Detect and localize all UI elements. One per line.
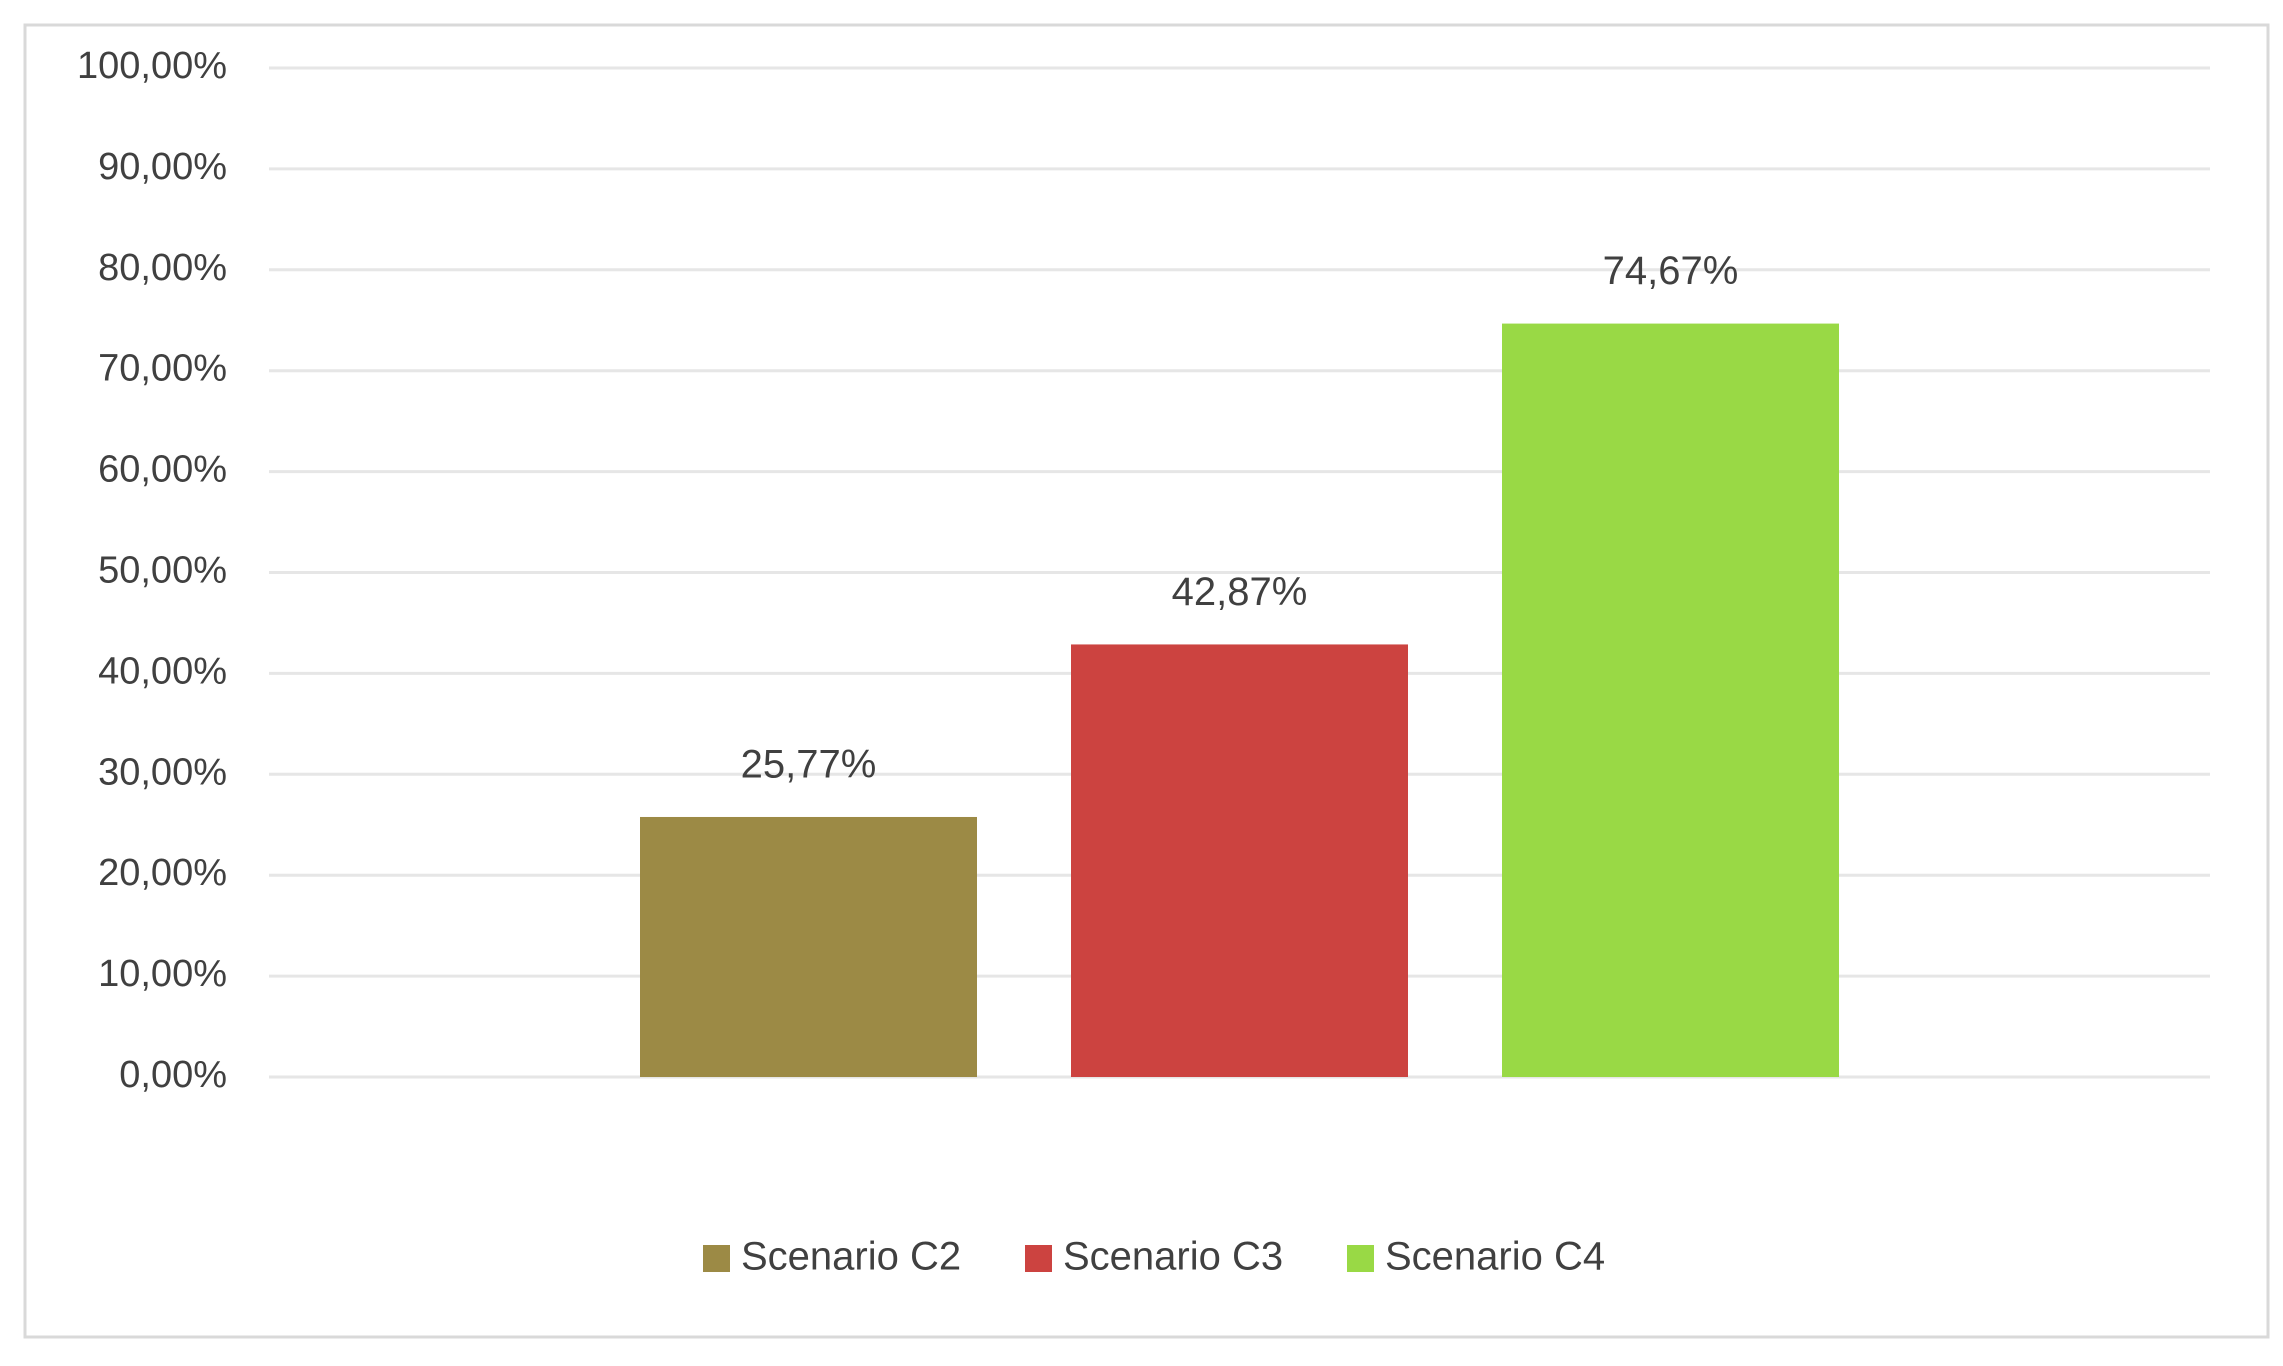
y-tick-label: 70,00% [98, 348, 227, 390]
legend-swatch [703, 1245, 730, 1272]
bar [1071, 644, 1408, 1077]
y-tick-label: 0,00% [119, 1054, 227, 1096]
y-tick-label: 40,00% [98, 650, 227, 692]
y-tick-label: 90,00% [98, 146, 227, 188]
data-label: 74,67% [1603, 249, 1739, 293]
y-tick-label: 20,00% [98, 852, 227, 894]
y-tick-label: 50,00% [98, 550, 227, 592]
y-tick-label: 60,00% [98, 449, 227, 491]
y-tick-label: 80,00% [98, 247, 227, 289]
bar [1502, 323, 1839, 1077]
y-tick-label: 30,00% [98, 751, 227, 793]
legend-swatch [1347, 1245, 1374, 1272]
bar [640, 816, 977, 1077]
data-label: 42,87% [1172, 570, 1308, 614]
y-tick-label: 100,00% [77, 45, 227, 87]
legend-label: Scenario C4 [1385, 1235, 1605, 1279]
legend-swatch [1025, 1245, 1052, 1272]
legend-label: Scenario C3 [1063, 1235, 1283, 1279]
data-label: 25,77% [741, 743, 877, 787]
y-tick-label: 10,00% [98, 953, 227, 995]
legend-label: Scenario C2 [741, 1235, 961, 1279]
